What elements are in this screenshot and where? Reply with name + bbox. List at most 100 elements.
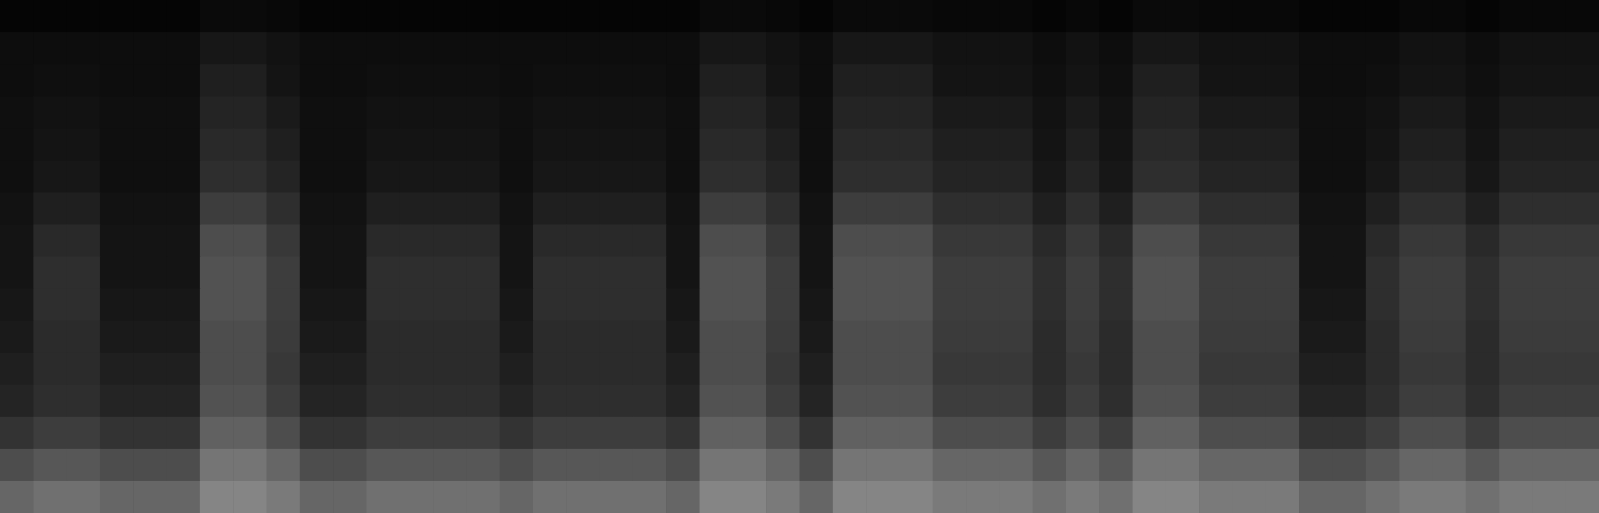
heatmap-cell: [600, 417, 634, 450]
heatmap-cell: [733, 449, 767, 482]
heatmap-cell: [899, 0, 933, 33]
heatmap-cell: [233, 128, 267, 161]
heatmap-cell: [1233, 353, 1267, 386]
heatmap-cell: [1399, 64, 1433, 97]
heatmap-cell: [999, 385, 1033, 418]
heatmap-cell: [67, 353, 101, 386]
heatmap-cell: [466, 353, 500, 386]
heatmap-cell: [366, 96, 400, 129]
heatmap-cell: [1233, 224, 1267, 257]
heatmap-cell: [633, 128, 667, 161]
heatmap-cell: [600, 32, 634, 65]
heatmap-cell: [400, 32, 434, 65]
heatmap-cell: [267, 321, 301, 354]
heatmap-cell: [1299, 289, 1333, 322]
heatmap-cell: [466, 257, 500, 290]
heatmap-cell: [167, 0, 201, 33]
cell-row: [0, 192, 1599, 225]
heatmap-cell: [1066, 64, 1100, 97]
heatmap-cell: [1432, 0, 1466, 33]
heatmap-cell: [33, 321, 67, 354]
heatmap-cell: [167, 128, 201, 161]
heatmap-cell: [1133, 32, 1167, 65]
heatmap-cell: [1333, 321, 1367, 354]
heatmap-cell: [300, 257, 334, 290]
heatmap-cell: [1333, 128, 1367, 161]
heatmap-cell: [100, 192, 134, 225]
heatmap-cell: [1432, 32, 1466, 65]
heatmap-cell: [400, 224, 434, 257]
heatmap-cell: [133, 192, 167, 225]
heatmap-cell: [1366, 417, 1400, 450]
heatmap-cell: [333, 353, 367, 386]
heatmap-cell: [899, 481, 933, 513]
heatmap-cell: [1299, 449, 1333, 482]
heatmap-cell: [200, 64, 234, 97]
heatmap-cell: [1466, 385, 1500, 418]
heatmap-cell: [1466, 96, 1500, 129]
heatmap-cell: [1299, 417, 1333, 450]
heatmap-cell: [1099, 64, 1133, 97]
heatmap-cell: [233, 224, 267, 257]
heatmap-cell: [666, 192, 700, 225]
heatmap-cell: [1333, 192, 1367, 225]
heatmap-cell: [1566, 449, 1599, 482]
heatmap-cell: [333, 192, 367, 225]
heatmap-cell: [300, 449, 334, 482]
heatmap-cell: [1399, 160, 1433, 193]
heatmap-cell: [200, 96, 234, 129]
heatmap-cell: [1266, 481, 1300, 513]
heatmap-cell: [700, 128, 734, 161]
heatmap-cell: [1133, 64, 1167, 97]
heatmap-cell: [167, 257, 201, 290]
heatmap-cell: [267, 481, 301, 513]
heatmap-cell: [366, 32, 400, 65]
heatmap-cell: [333, 128, 367, 161]
heatmap-cell: [833, 192, 867, 225]
heatmap-cell: [600, 353, 634, 386]
heatmap-cell: [167, 192, 201, 225]
heatmap-cell: [600, 192, 634, 225]
heatmap-cell: [633, 257, 667, 290]
heatmap-cell: [833, 417, 867, 450]
heatmap-cell: [666, 0, 700, 33]
heatmap-cell: [0, 32, 34, 65]
heatmap-cell: [1099, 192, 1133, 225]
heatmap-cell: [1466, 160, 1500, 193]
heatmap-cell: [700, 96, 734, 129]
heatmap-cell: [833, 160, 867, 193]
heatmap-cell: [566, 128, 600, 161]
heatmap-cell: [500, 224, 534, 257]
heatmap-cell: [1299, 481, 1333, 513]
heatmap-cell: [0, 449, 34, 482]
heatmap-cell: [1532, 128, 1566, 161]
heatmap-cell: [67, 481, 101, 513]
heatmap-cell: [633, 417, 667, 450]
heatmap-cell: [666, 481, 700, 513]
heatmap-cell: [433, 224, 467, 257]
heatmap-cell: [766, 224, 800, 257]
heatmap-cell: [1466, 224, 1500, 257]
heatmap-cell: [1166, 417, 1200, 450]
heatmap-cell: [800, 128, 834, 161]
heatmap-cell: [133, 128, 167, 161]
heatmap-cell: [1199, 128, 1233, 161]
heatmap-cell: [1399, 417, 1433, 450]
heatmap-cell: [766, 192, 800, 225]
heatmap-cell: [800, 481, 834, 513]
heatmap-cell: [300, 32, 334, 65]
heatmap-cell: [600, 0, 634, 33]
heatmap-cell: [966, 0, 1000, 33]
heatmap-cell: [733, 192, 767, 225]
heatmap-cell: [833, 481, 867, 513]
heatmap-cell: [233, 481, 267, 513]
heatmap-cell: [566, 385, 600, 418]
heatmap-cell: [67, 417, 101, 450]
heatmap-cell: [333, 160, 367, 193]
heatmap-cell: [533, 0, 567, 33]
heatmap-cell: [566, 449, 600, 482]
heatmap-cell: [1366, 64, 1400, 97]
heatmap-cell: [1033, 160, 1067, 193]
heatmap-cell: [933, 192, 967, 225]
heatmap-cell: [1366, 96, 1400, 129]
